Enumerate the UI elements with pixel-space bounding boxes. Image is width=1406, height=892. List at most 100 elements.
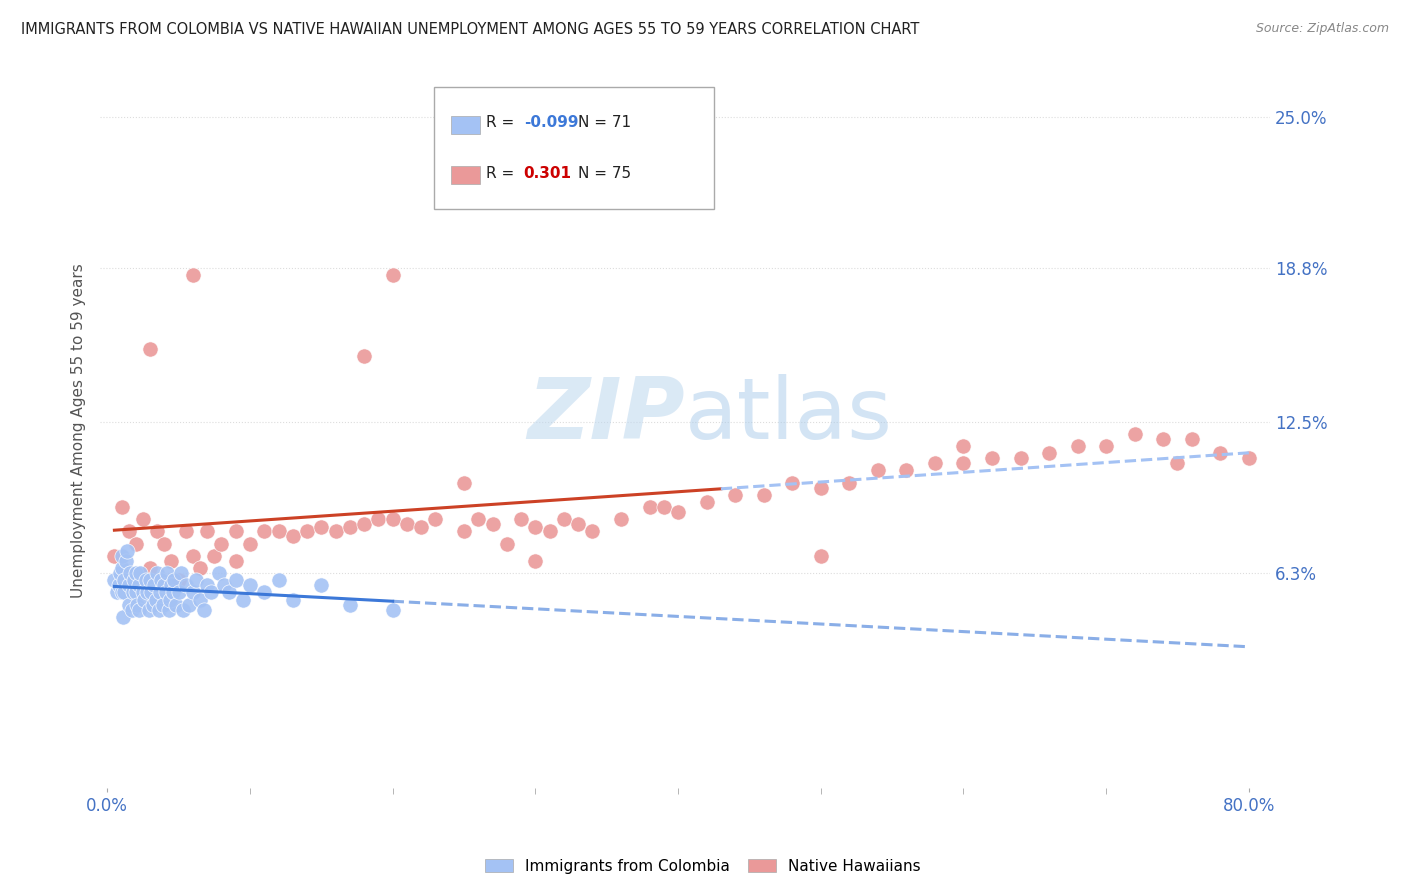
Point	[125, 566, 148, 580]
Point	[153, 536, 176, 550]
Point	[538, 524, 561, 539]
Point	[165, 598, 187, 612]
Point	[138, 602, 160, 616]
Point	[125, 585, 148, 599]
Point	[132, 512, 155, 526]
Point	[122, 585, 145, 599]
Point	[195, 524, 218, 539]
Point	[118, 524, 141, 539]
Point	[105, 585, 128, 599]
Point	[172, 602, 194, 616]
Point	[232, 592, 254, 607]
Point	[188, 592, 211, 607]
Text: ZIP: ZIP	[527, 375, 685, 458]
Point	[129, 566, 152, 580]
Point	[128, 578, 150, 592]
Point	[142, 598, 165, 612]
Point	[652, 500, 675, 514]
Point	[160, 554, 183, 568]
Point	[339, 598, 361, 612]
Point	[267, 524, 290, 539]
Point	[188, 561, 211, 575]
Point	[114, 554, 136, 568]
Point	[143, 578, 166, 592]
Point	[160, 578, 183, 592]
Point	[724, 488, 747, 502]
Point	[411, 519, 433, 533]
Point	[111, 610, 134, 624]
Point	[136, 585, 159, 599]
Point	[339, 519, 361, 533]
Point	[666, 505, 689, 519]
Point	[124, 573, 146, 587]
Point	[866, 463, 889, 477]
Point	[295, 524, 318, 539]
Point	[239, 578, 262, 592]
Point	[181, 268, 204, 283]
Point	[1166, 456, 1188, 470]
Point	[567, 517, 589, 532]
Point	[253, 585, 276, 599]
Point	[167, 573, 190, 587]
Point	[103, 549, 125, 563]
Point	[311, 519, 333, 533]
Point	[118, 578, 141, 592]
Point	[752, 488, 775, 502]
Point	[157, 602, 180, 616]
Point	[146, 566, 169, 580]
Point	[924, 456, 946, 470]
FancyBboxPatch shape	[433, 87, 714, 209]
Point	[638, 500, 661, 514]
Point	[214, 578, 236, 592]
Point	[267, 573, 290, 587]
Point	[281, 529, 304, 543]
Point	[225, 554, 247, 568]
Point	[128, 602, 150, 616]
Point	[145, 592, 167, 607]
Point	[1010, 451, 1032, 466]
Point	[209, 536, 232, 550]
Point	[170, 566, 193, 580]
Point	[553, 512, 575, 526]
Point	[163, 573, 186, 587]
Bar	[451, 166, 481, 184]
Point	[381, 512, 404, 526]
Point	[1209, 446, 1232, 460]
Point	[524, 519, 547, 533]
Text: IMMIGRANTS FROM COLOMBIA VS NATIVE HAWAIIAN UNEMPLOYMENT AMONG AGES 55 TO 59 YEA: IMMIGRANTS FROM COLOMBIA VS NATIVE HAWAI…	[21, 22, 920, 37]
Point	[110, 500, 132, 514]
Point	[148, 602, 170, 616]
Point	[239, 536, 262, 550]
Point	[981, 451, 1004, 466]
Point	[125, 536, 148, 550]
Point	[139, 561, 162, 575]
Text: N = 71: N = 71	[578, 115, 631, 130]
Point	[181, 549, 204, 563]
Point	[121, 602, 143, 616]
Point	[225, 524, 247, 539]
Point	[453, 524, 475, 539]
Point	[139, 342, 162, 356]
Point	[181, 585, 204, 599]
Point	[184, 573, 207, 587]
Legend: Immigrants from Colombia, Native Hawaiians: Immigrants from Colombia, Native Hawaiia…	[479, 853, 927, 880]
Point	[195, 578, 218, 592]
Point	[127, 598, 149, 612]
Point	[112, 585, 135, 599]
Point	[1123, 426, 1146, 441]
Point	[524, 554, 547, 568]
Point	[510, 512, 533, 526]
Point	[132, 585, 155, 599]
Y-axis label: Unemployment Among Ages 55 to 59 years: Unemployment Among Ages 55 to 59 years	[72, 263, 86, 598]
Point	[110, 585, 132, 599]
Point	[810, 549, 832, 563]
Point	[177, 598, 200, 612]
Point	[149, 585, 172, 599]
Point	[381, 268, 404, 283]
Point	[952, 456, 974, 470]
Point	[112, 573, 135, 587]
Point	[135, 573, 157, 587]
Point	[200, 585, 222, 599]
Point	[207, 566, 229, 580]
Point	[325, 524, 347, 539]
